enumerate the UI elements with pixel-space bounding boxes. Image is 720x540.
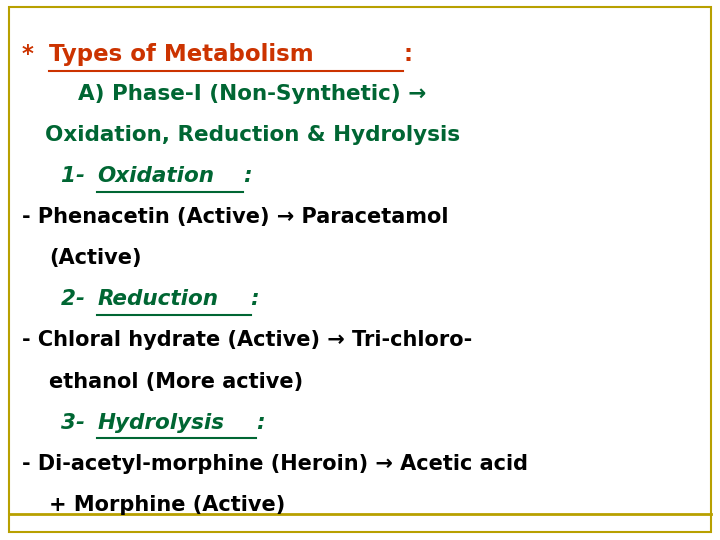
Text: Hydrolysis: Hydrolysis [97,413,224,433]
Text: (Active): (Active) [49,248,141,268]
Text: - Di-acetyl-morphine (Heroin) → Acetic acid: - Di-acetyl-morphine (Heroin) → Acetic a… [22,454,528,474]
Text: - Phenacetin (Active) → Paracetamol: - Phenacetin (Active) → Paracetamol [22,207,448,227]
Text: + Morphine (Active): + Morphine (Active) [49,495,285,515]
Text: Reduction: Reduction [97,289,218,309]
Text: Types of Metabolism: Types of Metabolism [49,43,314,66]
Text: Oxidation: Oxidation [97,166,215,186]
Text: *: * [22,43,42,66]
Text: 3-: 3- [61,413,93,433]
Text: :: : [256,413,265,433]
Text: :: : [251,289,259,309]
Text: :: : [243,166,252,186]
Text: 2-: 2- [61,289,93,309]
Text: :: : [403,43,413,66]
Text: ethanol (More active): ethanol (More active) [49,372,303,392]
Text: Oxidation, Reduction & Hydrolysis: Oxidation, Reduction & Hydrolysis [45,125,460,145]
Text: A) Phase-I (Non-Synthetic) →: A) Phase-I (Non-Synthetic) → [78,84,426,104]
Text: 1-: 1- [61,166,93,186]
Text: - Chloral hydrate (Active) → Tri-chloro-: - Chloral hydrate (Active) → Tri-chloro- [22,330,472,350]
